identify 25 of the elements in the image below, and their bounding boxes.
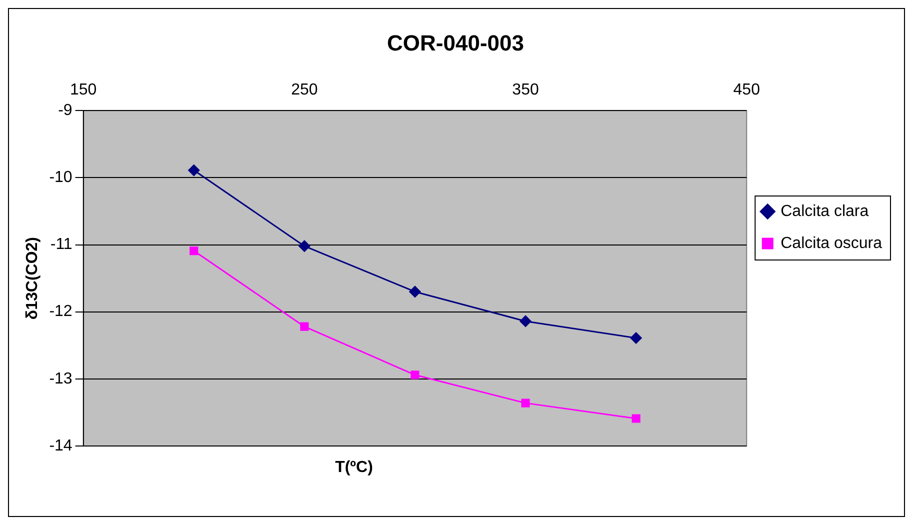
chart-title: COR-040-003 <box>387 30 524 56</box>
y-tick-label: -10 <box>49 169 72 186</box>
point <box>409 286 421 298</box>
y-tick-label: -13 <box>49 370 72 388</box>
x-tick-label: 450 <box>733 81 760 98</box>
y-tick-label: -14 <box>49 437 72 454</box>
point <box>190 246 198 256</box>
point <box>300 322 309 331</box>
point <box>630 332 642 344</box>
y-tick-label: -9 <box>58 102 72 120</box>
x-axis-title: T(ºC) <box>334 459 374 477</box>
y-tick-label: -11 <box>50 236 72 254</box>
point <box>410 370 420 380</box>
legend-label: Calcita oscura <box>780 234 882 252</box>
legend-label: Calcita clara <box>780 202 869 220</box>
point <box>632 414 640 423</box>
point <box>521 398 530 408</box>
point <box>520 315 532 327</box>
x-tick-label: 250 <box>291 81 318 98</box>
y-axis-title: δ13C(CO2) <box>24 236 42 320</box>
point <box>298 240 310 252</box>
point <box>188 164 200 176</box>
x-tick-label: 150 <box>70 81 97 98</box>
y-tick-label: -12 <box>49 303 72 320</box>
x-tick-label: 350 <box>512 81 539 98</box>
